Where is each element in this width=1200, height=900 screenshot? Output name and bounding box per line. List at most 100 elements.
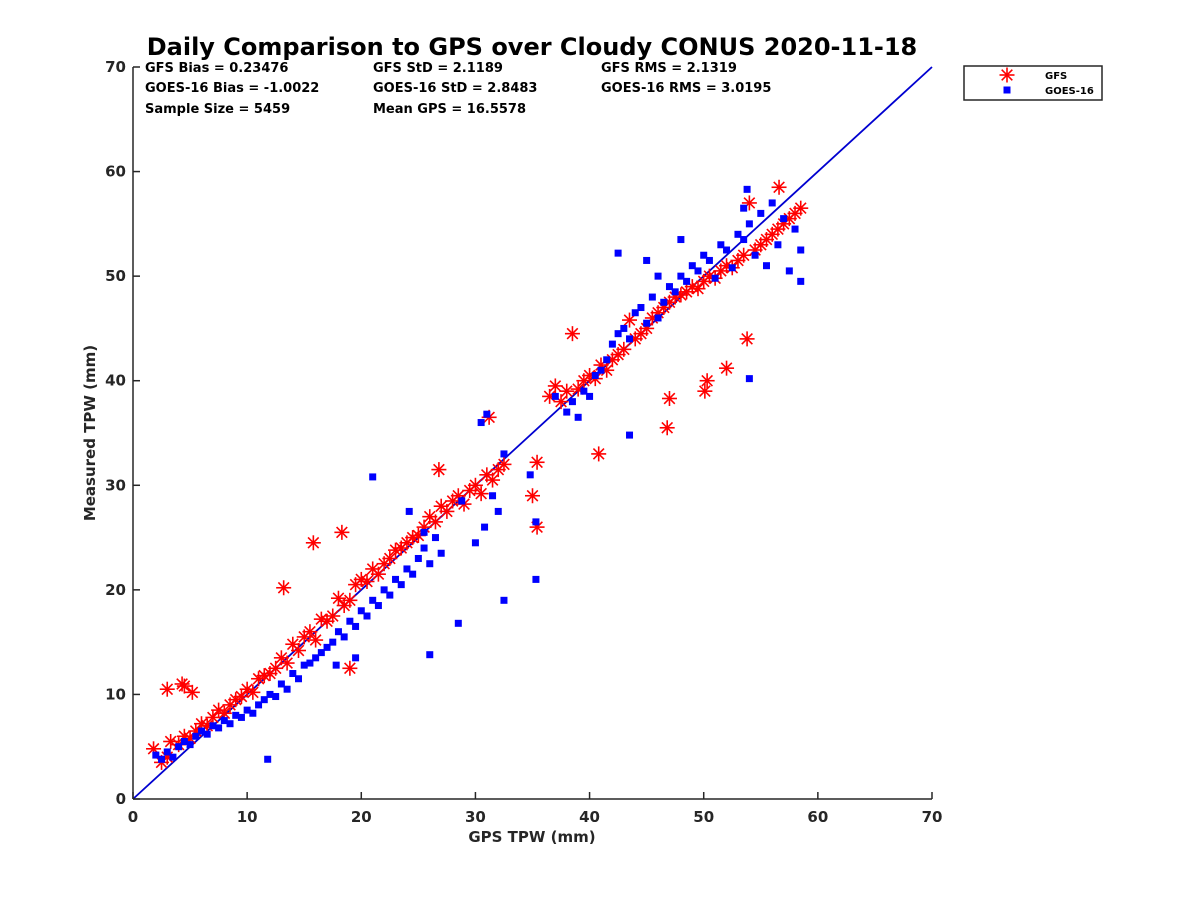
goes16-point	[660, 298, 668, 306]
x-tick-label-7: 70	[922, 808, 943, 826]
legend-label-goes16: GOES-16	[1045, 86, 1094, 97]
gfs-point	[431, 462, 447, 478]
goes16-point	[614, 330, 622, 338]
goes16-point	[717, 241, 725, 249]
goes16-point	[665, 283, 673, 291]
goes16-point	[643, 256, 651, 264]
goes16-point	[532, 518, 540, 526]
goes16-point	[591, 371, 599, 379]
goes16-point	[797, 277, 805, 285]
goes16-point	[392, 575, 400, 583]
goes16-point	[232, 711, 240, 719]
gfs-point	[473, 486, 489, 502]
gfs-point	[334, 524, 350, 540]
goes16-point	[677, 236, 685, 244]
goes16-point	[526, 471, 534, 479]
goes16-point	[374, 602, 382, 610]
goes16-point	[797, 246, 805, 254]
gfs-point	[305, 535, 321, 551]
goes16-point	[264, 755, 272, 763]
gfs-point	[739, 331, 755, 347]
goes16-point	[568, 398, 576, 406]
goes16-point	[260, 696, 268, 704]
goes16-point	[734, 230, 742, 238]
goes16-point	[357, 607, 365, 615]
gfs-point	[174, 676, 190, 692]
goes16-point	[608, 340, 616, 348]
goes16-point	[226, 720, 234, 728]
goes16-point	[785, 267, 793, 275]
goes16-point	[380, 586, 388, 594]
gfs-std-text: GFS StD = 2.1189	[373, 61, 503, 76]
gfs-point	[245, 684, 261, 700]
gfs-point	[793, 200, 809, 216]
gfs-point	[159, 681, 175, 697]
goes16-point	[745, 220, 753, 228]
goes16-point	[243, 706, 251, 714]
goes16-point	[671, 288, 679, 296]
goes16-std-text: GOES-16 StD = 2.8483	[373, 81, 537, 96]
gfs-point	[302, 624, 318, 640]
goes16-point	[340, 633, 348, 641]
chart-title: Daily Comparison to GPS over Cloudy CONU…	[147, 33, 918, 61]
goes16-point	[683, 277, 691, 285]
y-tick-label-2: 20	[105, 581, 126, 599]
x-axis-label: GPS TPW (mm)	[468, 828, 595, 846]
gfs-point	[359, 573, 375, 589]
goes16-point	[197, 727, 205, 735]
goes16-point	[791, 225, 799, 233]
y-tick-label-4: 40	[105, 372, 126, 390]
gfs-point	[553, 394, 569, 410]
goes16-point	[369, 473, 377, 481]
goes16-point	[711, 274, 719, 282]
goes16-point	[209, 722, 217, 730]
goes16-point	[180, 737, 188, 745]
y-tick-label-0: 0	[116, 790, 126, 808]
goes16-point	[158, 755, 166, 763]
gfs-point	[416, 519, 432, 535]
goes16-point	[420, 544, 428, 552]
y-tick-label-3: 30	[105, 476, 126, 494]
goes16-point	[477, 419, 485, 427]
goes16-point	[306, 659, 314, 667]
x-tick-label-2: 20	[351, 808, 372, 826]
gfs-point	[661, 390, 677, 406]
legend-goes16-square	[1003, 86, 1011, 94]
gfs-bias-text: GFS Bias = 0.23476	[145, 61, 288, 76]
goes16-point	[745, 375, 753, 383]
legend-label-gfs: GFS	[1045, 71, 1067, 82]
gfs-point	[342, 660, 358, 676]
gfs-point	[184, 684, 200, 700]
gfs-point	[467, 477, 483, 493]
goes16-point	[317, 649, 325, 657]
goes16-point	[694, 267, 702, 275]
goes16-point	[289, 670, 297, 678]
gfs-point	[525, 488, 540, 504]
series-goes-16	[152, 185, 805, 763]
goes16-point	[363, 612, 371, 620]
y-tick-label-6: 60	[105, 163, 126, 181]
legend-marker-goes16	[1003, 86, 1011, 94]
goes16-point	[643, 319, 651, 327]
goes16-point	[688, 262, 696, 270]
goes16-point	[334, 628, 342, 636]
goes16-point	[295, 675, 303, 683]
goes16-point	[397, 581, 405, 589]
gfs-point	[697, 383, 713, 399]
goes16-point	[414, 554, 422, 562]
goes16-point	[329, 638, 337, 646]
gfs-point	[591, 446, 607, 462]
gfs-point	[268, 660, 284, 676]
y-axis-label: Measured TPW (mm)	[81, 345, 99, 521]
goes16-point	[323, 643, 331, 651]
goes16-point	[626, 335, 634, 343]
goes16-point	[677, 272, 685, 280]
goes16-point	[532, 575, 540, 583]
goes16-point	[723, 246, 731, 254]
goes16-point	[551, 392, 559, 400]
goes16-point	[705, 256, 713, 264]
goes16-point	[405, 507, 413, 515]
goes16-bias-text: GOES-16 Bias = -1.0022	[145, 81, 319, 96]
